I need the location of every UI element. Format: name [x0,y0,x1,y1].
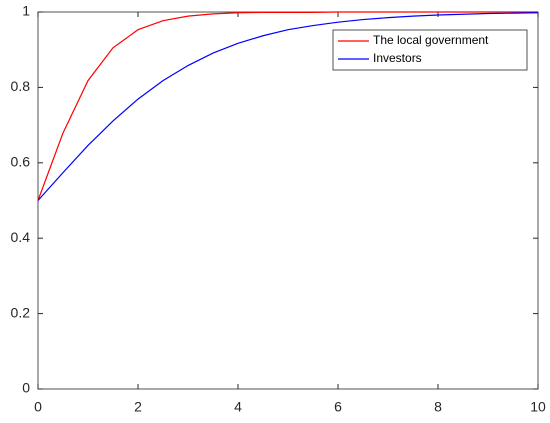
legend-box [332,29,528,71]
x-tick-label: 4 [234,399,242,415]
y-tick-label: 0.2 [11,304,31,320]
y-tick-label: 0 [22,380,30,396]
y-tick-label: 0.4 [11,229,31,245]
y-tick-label: 1 [22,3,30,19]
x-tick-label: 8 [434,399,442,415]
line-series [37,12,539,201]
plot-area [37,11,539,390]
x-tick-label: 0 [34,399,42,415]
y-tick-label: 0.8 [11,78,31,94]
legend-label: Investors [373,51,422,65]
x-tick-label: 10 [530,399,546,415]
legend: The local government Investors [332,29,528,71]
x-tick-label: 6 [334,399,342,415]
line-series [37,11,538,201]
x-tick-label: 2 [134,399,142,415]
y-tick-label: 0.6 [11,154,31,170]
legend-label: The local government [373,33,489,47]
